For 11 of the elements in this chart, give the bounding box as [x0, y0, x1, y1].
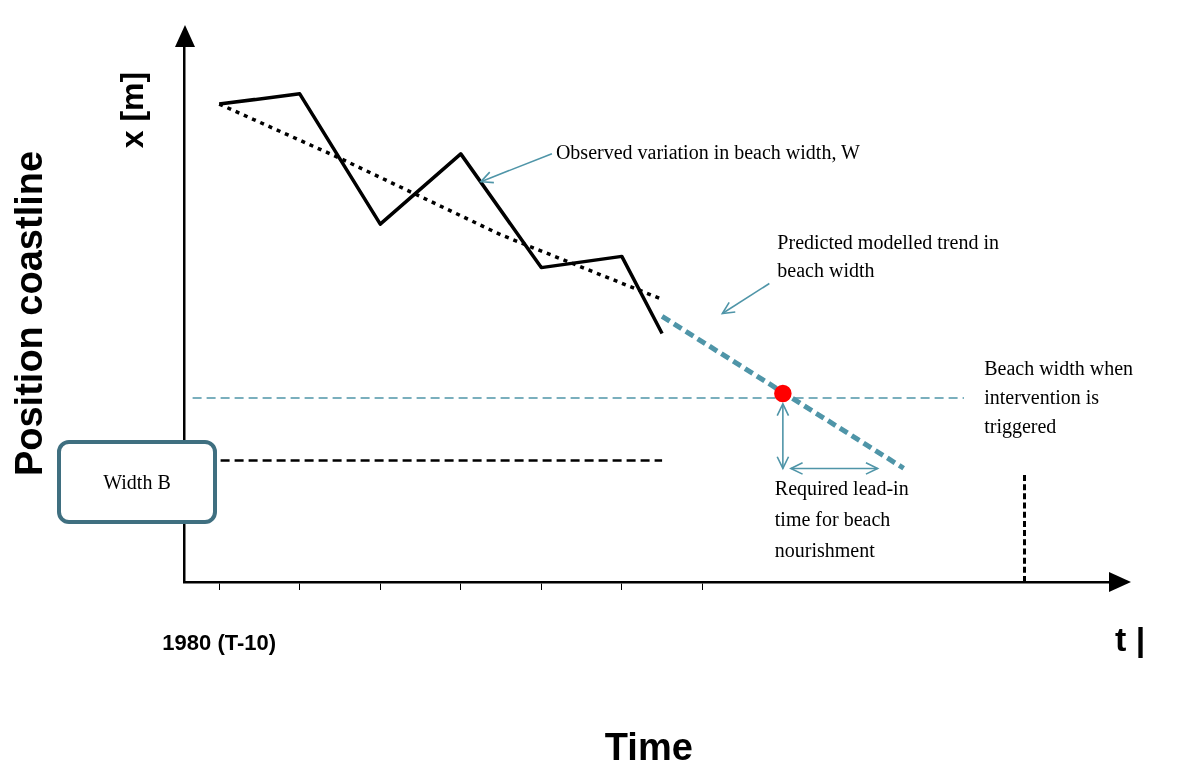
ref-line-label: Width B [103, 470, 171, 494]
rounded-box: Width B [57, 440, 217, 525]
text: x [m] [114, 71, 151, 149]
ref-line-label: Beach width when intervention is triggered [984, 357, 1134, 439]
annotation: Predicted modelled trend in beach width [777, 230, 999, 281]
annotation: Required lead-in time for beach nourishment [774, 477, 909, 562]
annotation: Observed variation in beach width, W [555, 140, 861, 163]
text: t | [1115, 620, 1146, 659]
text: 1980 (T-10) [162, 630, 277, 656]
x-axis-title: Time [604, 725, 693, 768]
y-axis-title: Position coastline [8, 150, 51, 477]
